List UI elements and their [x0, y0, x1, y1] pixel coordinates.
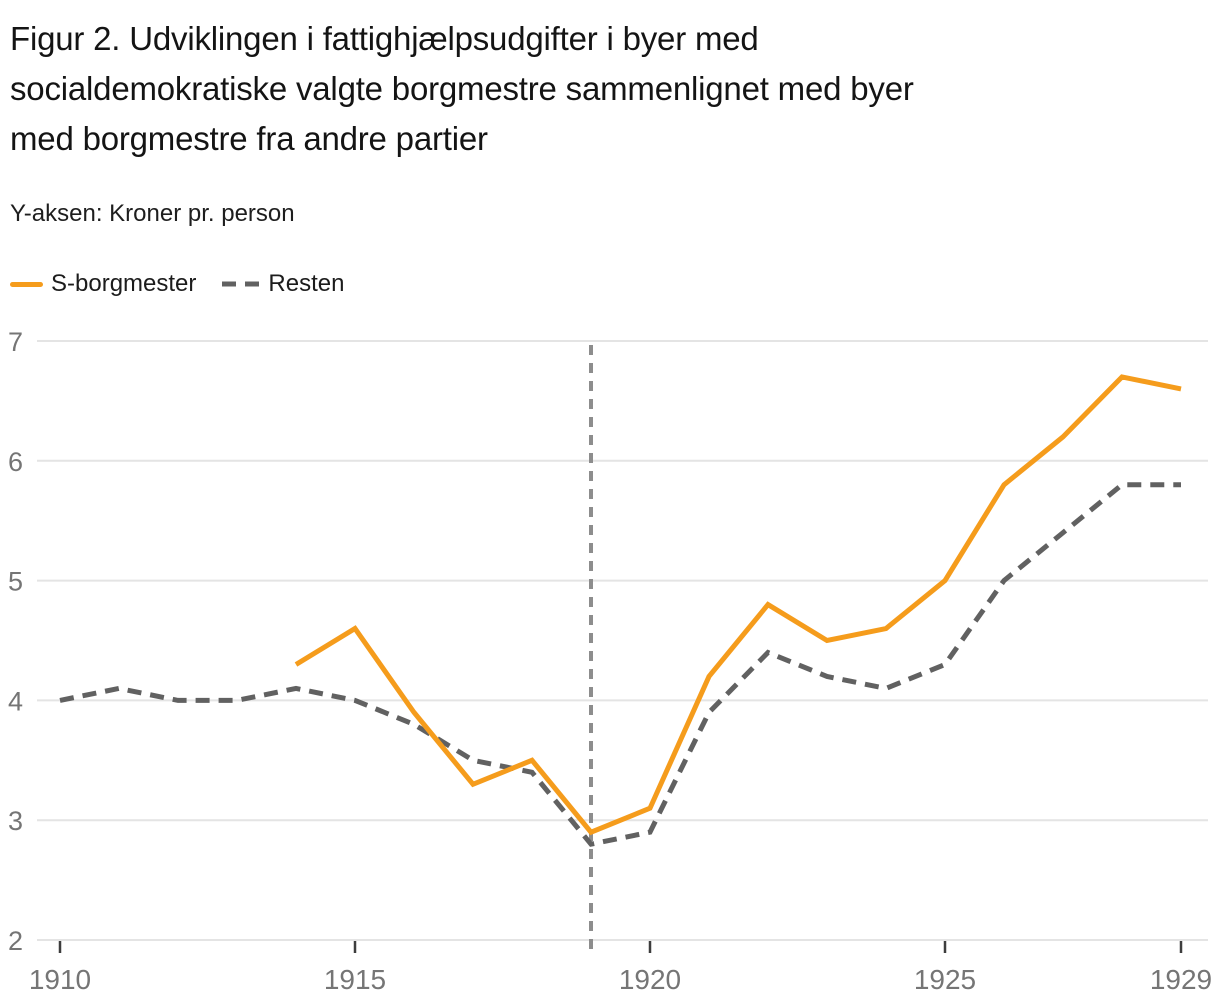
- legend-label-resten: Resten: [268, 270, 345, 297]
- y-axis-tick-label: 6: [8, 447, 23, 477]
- y-axis-description: Y-aksen: Kroner pr. person: [10, 200, 295, 227]
- figure-title-line-2: socialdemokratiske valgte borgmestre sam…: [10, 70, 914, 107]
- figure-title-line-1: Figur 2. Udviklingen i fattighjælpsudgif…: [10, 20, 759, 57]
- y-axis-tick-label: 4: [8, 686, 23, 716]
- legend-label-s-borgmester: S-borgmester: [51, 270, 197, 297]
- dashed-line-swatch-icon: [222, 281, 261, 287]
- y-axis-tick-label: 7: [8, 327, 23, 357]
- figure-title-line-3: med borgmestre fra andre partier: [10, 120, 488, 157]
- x-axis-tick-label: 1920: [619, 964, 681, 995]
- series-line-s-borgmester: [294, 374, 1182, 836]
- x-axis-tick-label: 1910: [29, 964, 91, 995]
- y-axis-tick-label: 2: [8, 926, 23, 956]
- x-axis-tick-label: 1915: [324, 964, 386, 995]
- legend-item-s-borgmester: S-borgmester: [10, 270, 196, 298]
- y-axis-tick-label: 5: [8, 567, 23, 597]
- legend-item-resten: Resten: [222, 270, 344, 298]
- solid-line-swatch-icon: [10, 281, 43, 287]
- figure-title: Figur 2. Udviklingen i fattighjælpsudgif…: [10, 14, 1220, 164]
- chart-legend: S-borgmester Resten: [10, 270, 344, 298]
- x-axis-tick-label: 1929: [1150, 964, 1212, 995]
- y-axis-tick-label: 3: [8, 806, 23, 836]
- x-axis-tick-label: 1925: [914, 964, 976, 995]
- series-line-resten: [59, 482, 1181, 847]
